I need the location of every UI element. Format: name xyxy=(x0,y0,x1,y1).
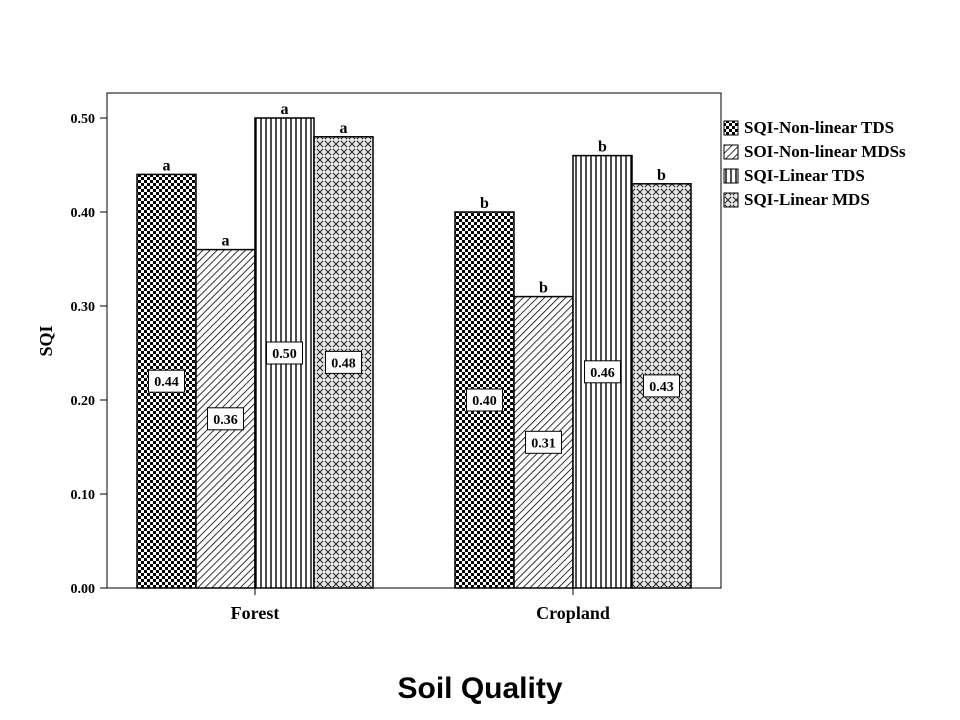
y-tick-label: 0.40 xyxy=(71,206,96,221)
significance-letter: a xyxy=(222,233,230,250)
value-label: 0.46 xyxy=(590,366,615,381)
significance-letter: b xyxy=(598,139,607,156)
value-label-box xyxy=(525,430,562,454)
legend: SQI-Non-linear TDS SOI-Non-linear MDSs SQI… xyxy=(723,118,906,209)
value-label: 0.43 xyxy=(649,380,674,395)
value-label-box xyxy=(148,369,185,393)
significance-letter: a xyxy=(340,120,348,137)
legend-label: SQI-Non-linear TDS xyxy=(744,118,894,137)
value-label: 0.36 xyxy=(213,413,238,428)
bar-series: a 0.44 b 0.40 a 0.36 b 0.31 a 0.50 b 0.46 a 0.48 b 0.43 xyxy=(136,101,692,589)
legend-label: SQI-Linear MDS xyxy=(744,190,870,209)
legend-swatch xyxy=(723,120,739,136)
legend-label: SOI-Non-linear MDSs xyxy=(744,142,906,161)
x-tick-label: Cropland xyxy=(536,603,610,623)
value-label: 0.44 xyxy=(154,375,179,390)
figure-caption: Soil Quality xyxy=(397,672,563,705)
y-axis-label: SQI xyxy=(36,325,56,356)
legend-swatch xyxy=(723,144,739,160)
value-label: 0.50 xyxy=(272,347,297,362)
significance-letter: b xyxy=(539,280,548,297)
significance-letter: a xyxy=(163,157,171,174)
value-label-box xyxy=(466,388,503,412)
significance-letter: a xyxy=(281,101,289,118)
y-tick-label: 0.30 xyxy=(71,300,96,315)
value-label-box xyxy=(325,350,362,374)
value-label-box xyxy=(266,341,303,365)
significance-letter: b xyxy=(657,167,666,184)
legend-label: SQI-Linear TDS xyxy=(744,166,865,185)
y-axis-ticks: 0.00 0.10 0.20 0.30 0.40 0.50 xyxy=(71,112,107,597)
value-label: 0.31 xyxy=(531,436,556,451)
value-label-box xyxy=(207,407,244,431)
y-tick-label: 0.20 xyxy=(71,394,96,409)
legend-swatch xyxy=(723,192,739,208)
x-tick-label: Forest xyxy=(231,603,280,623)
y-tick-label: 0.10 xyxy=(71,488,96,503)
x-axis-ticks: Forest Cropland xyxy=(231,588,610,623)
value-label: 0.40 xyxy=(472,394,497,409)
y-tick-label: 0.00 xyxy=(71,582,96,597)
value-label: 0.48 xyxy=(331,356,356,371)
legend-swatch xyxy=(723,168,739,184)
value-label-box xyxy=(643,374,680,398)
y-tick-label: 0.50 xyxy=(71,112,96,127)
value-label-box xyxy=(584,360,621,384)
significance-letter: b xyxy=(480,195,489,212)
